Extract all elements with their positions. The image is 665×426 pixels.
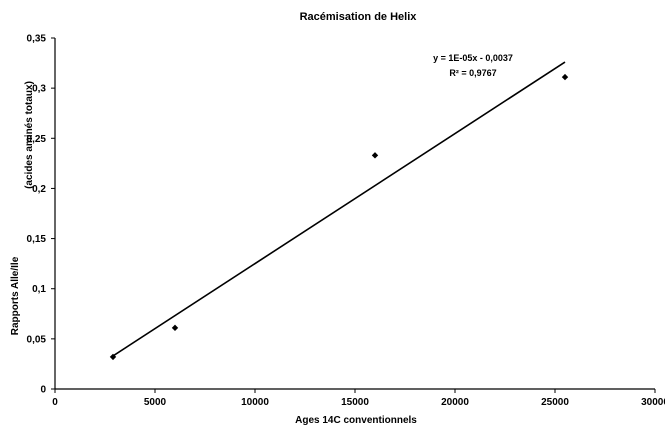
y-axis-subtitle: (acides aminés totaux) [24,81,35,189]
data-point [561,73,569,81]
y-axis-title: Rapports Alle/Ile [10,256,21,335]
x-tick-label: 5000 [144,397,167,408]
trendline-r-squared: R² = 0,9767 [449,68,496,78]
y-tick-label: 0 [40,385,46,396]
y-tick-label: 0,35 [27,34,47,45]
x-tick-label: 25000 [541,397,569,408]
y-tick-label: 0,25 [27,134,47,145]
chart-title: Racémisation de Helix [300,11,418,23]
data-point [171,324,179,332]
x-tick-label: 15000 [341,397,369,408]
x-tick-label: 20000 [441,397,469,408]
y-tick-label: 0,1 [32,284,46,295]
data-point [109,353,117,361]
y-tick-label: 0,2 [32,184,46,195]
y-tick-label: 0,15 [27,234,47,245]
x-tick-label: 10000 [241,397,269,408]
x-axis-title: Ages 14C conventionnels [295,415,417,426]
trendline [112,61,566,357]
y-tick-label: 0,05 [27,334,47,345]
trendline-equation: y = 1E-05x - 0,0037 [433,53,513,63]
x-tick-label: 0 [52,397,58,408]
data-point [371,152,379,159]
y-tick-label: 0,3 [32,84,46,95]
